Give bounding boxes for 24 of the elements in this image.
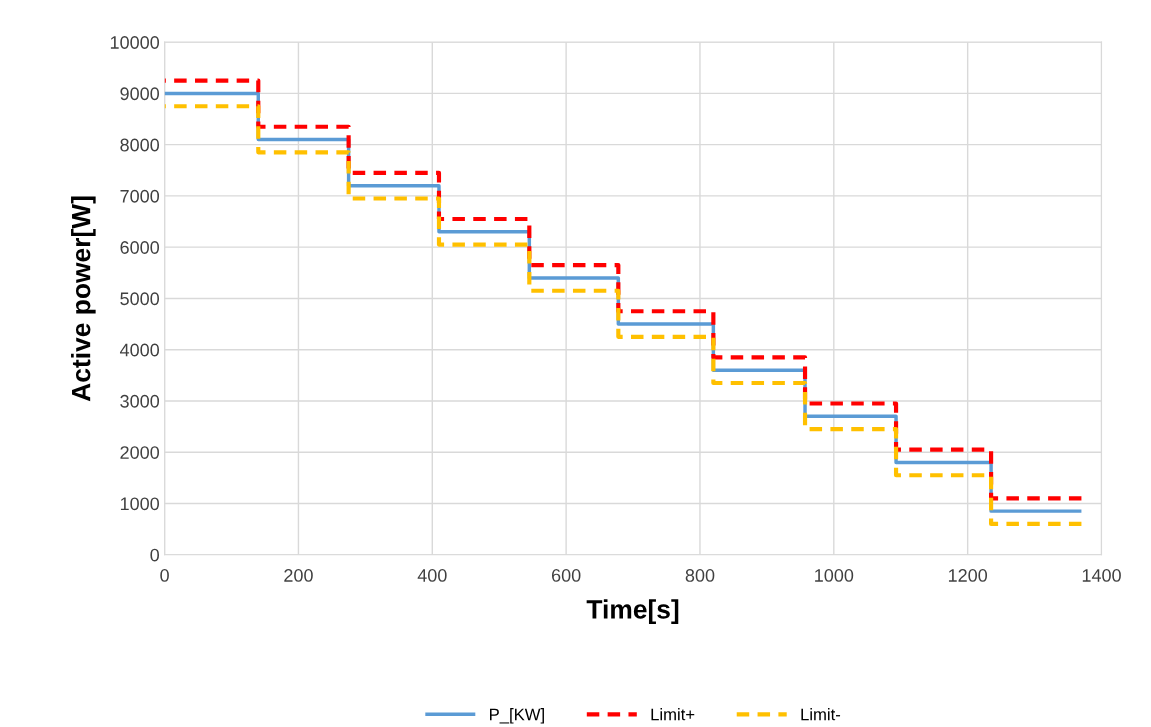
y-tick-label: 9000 <box>120 87 160 101</box>
x-tick-label: 1000 <box>815 569 854 582</box>
legend-label: Limit- <box>801 708 841 721</box>
x-tick-label: 400 <box>417 569 447 582</box>
x-tick-label: 1400 <box>1082 569 1121 582</box>
y-axis-title: Active power[W] <box>71 196 96 402</box>
y-tick-label: 4000 <box>119 343 160 357</box>
y-tick-label: 1000 <box>120 497 160 511</box>
y-tick-label: 2000 <box>120 446 160 459</box>
x-tick-label: 200 <box>284 569 313 582</box>
y-tick-label: 6000 <box>120 241 160 254</box>
legend-label: Limit+ <box>651 708 695 721</box>
y-tick-label: 7000 <box>120 189 160 203</box>
x-tick-label: 600 <box>551 569 581 582</box>
legend-label: P_[KW] <box>490 708 544 724</box>
y-tick-label: 3000 <box>120 394 160 408</box>
y-tick-label: 10000 <box>110 36 160 49</box>
x-axis-title: Time[s] <box>586 599 679 624</box>
x-tick-label: 1200 <box>948 569 988 582</box>
x-tick-label: 800 <box>685 569 715 582</box>
y-tick-label: 8000 <box>120 138 160 152</box>
y-tick-label: 5000 <box>120 292 160 306</box>
y-tick-label: 0 <box>150 548 160 562</box>
x-tick-label: 0 <box>160 569 169 582</box>
